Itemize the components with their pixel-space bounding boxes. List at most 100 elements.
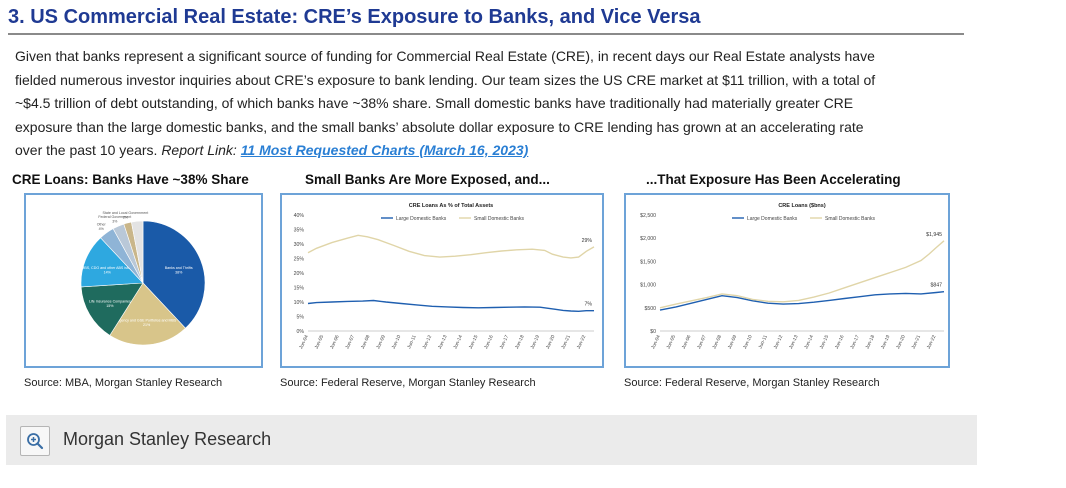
x-tick-label: Jun-10 — [391, 334, 403, 350]
pie-slice — [80, 282, 144, 336]
x-tick-label: Jun-11 — [757, 334, 769, 350]
legend-label: Small Domestic Banks — [474, 216, 525, 222]
pct-chart-source: Source: Federal Reserve, Morgan Stanley … — [280, 377, 536, 389]
pie-chart-source: Source: MBA, Morgan Stanley Research — [24, 377, 223, 389]
x-tick-label: Jun-06 — [329, 334, 341, 350]
series-end-label: $1,945 — [926, 232, 942, 238]
x-tick-label: Jun-12 — [422, 334, 434, 350]
x-tick-label: Jun-05 — [314, 334, 326, 350]
pie-slice — [131, 220, 144, 284]
x-tick-label: Jun-08 — [711, 334, 723, 350]
pie-slice-label: Federal Government — [98, 215, 131, 219]
x-tick-label: Jun-11 — [406, 334, 418, 350]
series-line — [659, 291, 945, 311]
x-tick-label: Jun-18 — [514, 334, 526, 350]
y-tick-label: 0% — [297, 329, 305, 335]
x-tick-label: Jun-07 — [344, 334, 356, 350]
series-line — [307, 234, 595, 259]
y-tick-label: $2,500 — [640, 213, 656, 219]
x-tick-label: Jun-18 — [865, 334, 877, 350]
page-title: 3. US Commercial Real Estate: CRE’s Expo… — [8, 6, 964, 35]
x-tick-label: Jun-22 — [576, 334, 588, 350]
x-tick-label: Jun-21 — [560, 334, 572, 350]
y-tick-label: $0 — [650, 329, 656, 335]
y-tick-label: $500 — [644, 306, 656, 312]
series-line — [307, 299, 594, 313]
series-end-label: $847 — [930, 283, 942, 289]
pie-slice-pct-label: 15% — [106, 304, 114, 308]
pct-line-chart: CRE Loans As % of Total Assets Large Dome… — [294, 203, 595, 350]
y-tick-label: $2,000 — [640, 236, 656, 242]
series-end-label: 7% — [585, 302, 593, 308]
x-tick-label: Jun-21 — [910, 334, 922, 350]
legend-label: Large Domestic Banks — [396, 216, 447, 222]
x-tick-label: Jun-12 — [773, 334, 785, 350]
zoom-in-icon — [27, 433, 44, 450]
y-tick-label: 30% — [294, 242, 305, 248]
pct-chart-title: Small Banks Are More Exposed, and... — [305, 172, 550, 187]
intro-line: over the past 10 years. — [15, 142, 158, 158]
chart-inner-title: CRE Loans ($bns) — [778, 203, 826, 209]
x-tick-label: Jun-19 — [880, 334, 892, 350]
x-tick-label: Jun-15 — [819, 334, 831, 350]
intro-line: exposure than the large domestic banks, … — [15, 118, 864, 135]
x-tick-label: Jun-06 — [681, 334, 693, 350]
pie-slice-pct-label: 3% — [112, 219, 118, 223]
pie-slice-pct-label: 2% — [123, 216, 129, 220]
footer-bar: Morgan Stanley Research — [6, 415, 977, 465]
usd-chart-panel: CRE Loans ($bns) Large Domestic Banks Smal… — [624, 193, 950, 368]
x-tick-label: Jun-04 — [650, 334, 662, 350]
intro-line-last: over the past 10 years. Report Link: 11 … — [15, 139, 950, 163]
pie-slice-label: Banks and Thrifts — [165, 266, 193, 270]
pie-slice-pct-label: 38% — [175, 270, 183, 274]
series-end-label: 29% — [582, 238, 593, 244]
x-tick-label: Jun-13 — [788, 334, 800, 350]
usd-line-chart: CRE Loans ($bns) Large Domestic Banks Smal… — [640, 203, 945, 350]
intro-paragraph: Given that banks represent a significant… — [15, 45, 950, 163]
x-tick-label: Jun-17 — [849, 334, 861, 350]
y-tick-label: 5% — [297, 315, 305, 321]
report-link[interactable]: 11 Most Requested Charts (March 16, 2023… — [240, 142, 529, 158]
legend-label: Small Domestic Banks — [825, 216, 876, 222]
series-line — [659, 240, 945, 309]
x-tick-label: Jun-08 — [360, 334, 372, 350]
pie-slice-label: Other — [97, 223, 107, 227]
x-tick-label: Jun-20 — [545, 334, 557, 350]
x-tick-label: Jun-15 — [468, 334, 480, 350]
intro-line: Given that banks represent a significant… — [15, 48, 875, 64]
pie-slice-label: Agency and GSE Portfolios and MBS — [117, 318, 177, 322]
pie-slice-pct-label: 14% — [104, 270, 112, 274]
pie-slice-label: Life Insurance Companies — [89, 300, 131, 304]
x-tick-label: Jun-07 — [696, 334, 708, 350]
x-tick-label: Jun-13 — [437, 334, 449, 350]
x-tick-label: Jun-19 — [529, 334, 541, 350]
x-tick-label: Jun-04 — [298, 334, 310, 350]
x-tick-label: Jun-14 — [452, 334, 464, 350]
y-tick-label: 15% — [294, 286, 305, 292]
x-tick-label: Jun-10 — [742, 334, 754, 350]
pie-slice-pct-label: 4% — [99, 227, 105, 231]
pie-chart-panel: Banks and Thrifts 38% Agency and GSE Portf… — [24, 193, 263, 368]
pie-slice — [80, 237, 144, 288]
intro-line: ~$4.5 trillion of debt outstanding, of w… — [15, 95, 854, 111]
x-tick-label: Jun-09 — [727, 334, 739, 350]
legend-label: Large Domestic Banks — [747, 216, 798, 222]
pie-slice-pct-label: 21% — [143, 323, 151, 327]
y-tick-label: 35% — [294, 228, 305, 234]
x-tick-label: Jun-16 — [834, 334, 846, 350]
x-tick-label: Jun-22 — [926, 334, 938, 350]
report-link-label: Report Link: — [161, 142, 237, 158]
usd-chart-source: Source: Federal Reserve, Morgan Stanley … — [624, 377, 880, 389]
zoom-button[interactable] — [20, 426, 50, 456]
x-tick-label: Jun-16 — [483, 334, 495, 350]
x-tick-label: Jun-17 — [499, 334, 511, 350]
y-tick-label: 20% — [294, 271, 305, 277]
x-tick-label: Jun-14 — [803, 334, 815, 350]
usd-chart-title: ...That Exposure Has Been Accelerating — [646, 172, 901, 187]
intro-line: fielded numerous investor inquiries abou… — [15, 71, 876, 88]
x-tick-label: Jun-09 — [375, 334, 387, 350]
pct-chart-panel: CRE Loans As % of Total Assets Large Dome… — [280, 193, 604, 368]
y-tick-label: 25% — [294, 257, 305, 263]
footer-label: Morgan Stanley Research — [63, 429, 272, 449]
